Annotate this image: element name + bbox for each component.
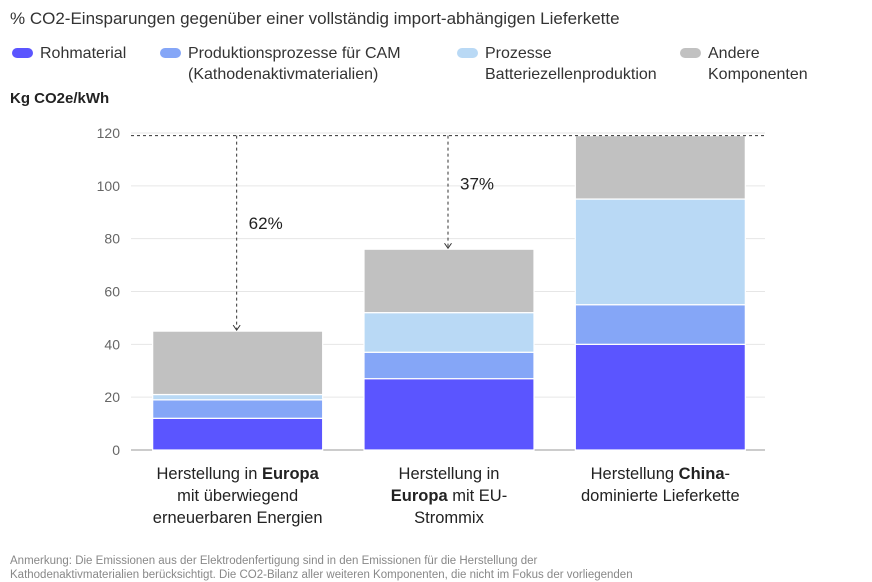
x-category-bold-text: Europa bbox=[261, 465, 319, 483]
x-category-label: Herstellung in Europa mit überwiegend erne… bbox=[128, 463, 348, 529]
legend-label-line: (Kathodenaktivmaterialien) bbox=[188, 66, 379, 83]
annotation-label: 37% bbox=[460, 175, 494, 194]
bar-segment bbox=[574, 304, 746, 345]
legend-label: Rohmaterial bbox=[40, 45, 127, 62]
bar-segment bbox=[152, 417, 324, 451]
y-tick-label: 60 bbox=[104, 284, 120, 300]
legend-label-line: Andere bbox=[708, 45, 760, 62]
y-tick-label: 100 bbox=[97, 178, 121, 194]
x-category-text: Strommix bbox=[414, 509, 484, 527]
legend-swatch bbox=[457, 48, 478, 58]
x-category-text: erneuerbaren Energien bbox=[152, 509, 323, 527]
y-tick-label: 40 bbox=[104, 336, 120, 352]
x-category-bold-text: China bbox=[678, 465, 725, 483]
x-category-line: mit überwiegend bbox=[128, 485, 348, 507]
y-tick-label: 20 bbox=[104, 389, 120, 405]
footnote-line: Anmerkung: Die Emissionen aus der Elektr… bbox=[10, 555, 538, 567]
bar-segment bbox=[363, 378, 535, 451]
footnote-line: Kathodenaktivmaterialien berücksichtigt.… bbox=[10, 569, 633, 581]
bar-segment bbox=[574, 135, 746, 200]
legend-swatch bbox=[160, 48, 181, 58]
x-category-line: Strommix bbox=[339, 507, 559, 529]
bar-segment bbox=[152, 393, 324, 401]
x-category-line: Herstellung in bbox=[339, 463, 559, 485]
x-category-line: Europa mit EU- bbox=[339, 485, 559, 507]
x-category-text: mit EU- bbox=[447, 487, 508, 505]
x-category-text: Herstellung bbox=[590, 465, 679, 483]
x-category-label: Herstellung China-dominierte Lieferkette bbox=[550, 463, 770, 507]
legend-label-line: Produktionsprozesse für CAM bbox=[188, 45, 401, 62]
bar-segment bbox=[152, 330, 324, 396]
legend-label-line: Batteriezellenproduktion bbox=[485, 66, 657, 83]
x-category-text: mit überwiegend bbox=[177, 487, 299, 505]
chart-legend: Rohmaterial Produktionsprozesse für CAM … bbox=[12, 43, 872, 87]
bar-segment bbox=[363, 351, 535, 380]
y-tick-label: 120 bbox=[97, 125, 121, 141]
bar-segment bbox=[574, 343, 746, 451]
legend-swatch bbox=[12, 48, 33, 58]
bar-segment bbox=[363, 248, 535, 314]
chart-title: % CO2-Einsparungen gegenüber einer volls… bbox=[10, 9, 620, 28]
bar-segment bbox=[152, 399, 324, 419]
y-tick-label: 80 bbox=[104, 231, 120, 247]
y-axis-label: Kg CO2e/kWh bbox=[10, 90, 110, 107]
x-category-text: dominierte Lieferkette bbox=[580, 487, 740, 505]
legend-swatch bbox=[680, 48, 701, 58]
x-category-line: Herstellung in Europa bbox=[128, 463, 348, 485]
footnote: Anmerkung: Die Emissionen aus der Elektr… bbox=[10, 554, 770, 582]
x-category-line: erneuerbaren Energien bbox=[128, 507, 348, 529]
annotation-arrow-head bbox=[444, 242, 452, 250]
annotation-arrow-head bbox=[232, 324, 241, 331]
x-category-text: Herstellung in bbox=[156, 465, 262, 483]
x-category-text: Herstellung in bbox=[398, 465, 500, 483]
x-category-bold-text: Europa bbox=[390, 487, 448, 505]
y-tick-label: 0 bbox=[112, 442, 120, 458]
x-category-text: - bbox=[724, 465, 731, 483]
annotation-label: 62% bbox=[249, 214, 283, 233]
legend-label-line: Komponenten bbox=[708, 66, 808, 83]
x-category-line: dominierte Lieferkette bbox=[550, 485, 770, 507]
x-category-line: Herstellung China- bbox=[550, 463, 770, 485]
legend-label-line: Prozesse bbox=[485, 45, 552, 62]
x-category-label: Herstellung in Europa mit EU- Strommix bbox=[339, 463, 559, 529]
bar-segment bbox=[574, 198, 746, 306]
bar-segment bbox=[363, 312, 535, 353]
